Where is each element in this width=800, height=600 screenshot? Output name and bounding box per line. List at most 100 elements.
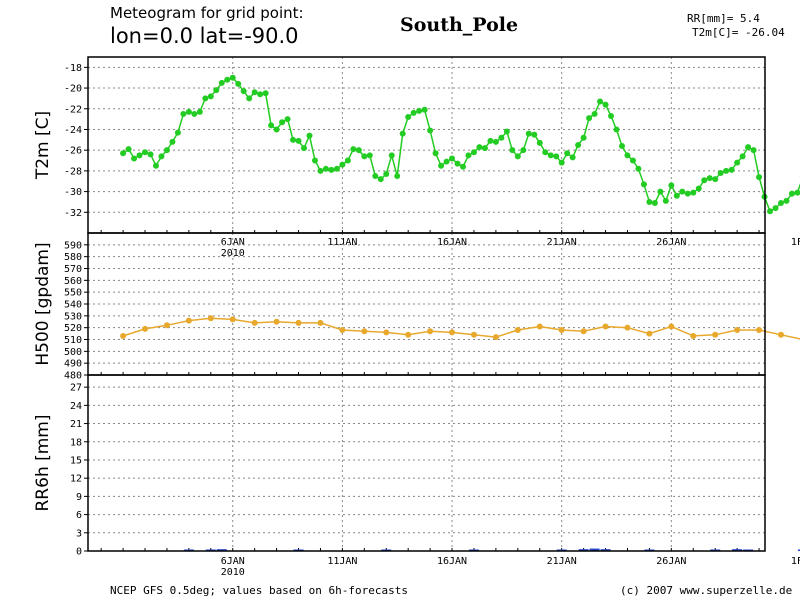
panel-h500-ytick-label: 500	[64, 347, 82, 358]
panel-t2m-data-point	[284, 116, 291, 123]
panel-rr6h-ytick-label: 18	[70, 437, 82, 448]
panel-t2m-data-point	[142, 149, 149, 156]
panel-h500-data-point	[690, 332, 697, 339]
panel-h500-ytick-label: 560	[64, 276, 82, 287]
panel-h500-ytick-label: 510	[64, 335, 82, 346]
panel-t2m-data-point	[251, 89, 258, 96]
panel-h500-data-point	[427, 328, 434, 335]
rr-summary: RR[mm]= 5.4	[687, 12, 760, 25]
panel-h500-data-point	[251, 319, 258, 326]
panel-h500-data-point	[273, 318, 280, 325]
panel-t2m-data-point	[690, 189, 697, 196]
panel-rr6h-date-label: 26JAN	[656, 556, 686, 567]
panel-t2m-data-point	[180, 110, 187, 117]
panel-t2m-data-point	[613, 126, 620, 133]
panel-h500-data-point	[756, 327, 763, 334]
panel-t2m-data-point	[235, 80, 242, 87]
panel-t2m-data-point	[317, 167, 324, 174]
panel-h500-data-point	[142, 325, 149, 332]
panel-h500-data-point	[514, 327, 521, 334]
panel-rr6h-year-label: 2010	[221, 567, 245, 578]
panel-t2m-data-point	[355, 147, 362, 154]
panel-t2m-data-point	[322, 165, 329, 172]
panel-h500-data-point	[339, 327, 346, 334]
panel-t2m-data-point	[257, 91, 264, 98]
panel-rr6h-bar	[600, 549, 611, 551]
panel-t2m-data-point	[147, 151, 154, 158]
location-name: South_Pole	[400, 14, 519, 36]
panel-t2m-data-point	[750, 147, 757, 154]
panel-t2m-data-point	[586, 115, 593, 122]
panel-t2m-data-point	[131, 155, 138, 162]
panel-t2m-data-point	[339, 161, 346, 168]
panel-t2m-data-point	[536, 139, 543, 146]
panel-t2m-data-point	[783, 197, 790, 204]
panel-t2m-data-point	[443, 158, 450, 165]
panel-t2m-data-point	[618, 143, 625, 150]
panel-t2m-data-point	[410, 109, 417, 116]
panel-t2m-data-point	[662, 197, 669, 204]
panel-t2m-data-point	[185, 108, 192, 115]
copyright-note: (c) 2007 www.superzelle.de	[620, 584, 793, 597]
panel-t2m-data-point	[635, 165, 642, 172]
panel-t2m-data-point	[273, 126, 280, 133]
panel-t2m-data-point	[224, 76, 231, 83]
panel-t2m-data-point	[684, 190, 691, 197]
panel-rr6h-ytick-label: 27	[70, 383, 82, 394]
panel-rr6h-ytick-label: 0	[76, 547, 82, 558]
panel-t2m-data-point	[651, 199, 658, 206]
panel-t2m-data-point	[218, 79, 225, 86]
panel-t2m-data-point	[416, 107, 423, 114]
panel-t2m-data-point	[624, 152, 631, 159]
panel-t2m-data-point	[268, 122, 275, 129]
panel-t2m-data-point	[553, 153, 560, 160]
panel-t2m-data-point	[514, 153, 521, 160]
panel-t2m-data-point	[213, 87, 220, 94]
panel-h500-data-point	[492, 334, 499, 341]
panel-t2m-ytick-label: -26	[64, 146, 82, 157]
panel-t2m-data-point	[460, 163, 467, 170]
panel-t2m-date-label: 6JAN	[221, 237, 245, 248]
panel-t2m-data-point	[196, 108, 203, 115]
panel-h500-data-point	[317, 319, 324, 326]
panel-t2m-data-point	[734, 159, 741, 166]
panel-rr6h-ytick-label: 3	[76, 528, 82, 539]
panel-rr6h-ytick-label: 6	[76, 510, 82, 521]
panel-t2m-data-point	[646, 198, 653, 205]
panel-t2m-data-point	[701, 177, 708, 184]
panel-t2m-data-point	[246, 95, 253, 102]
panel-t2m-data-point	[717, 169, 724, 176]
panel-h500-data-point	[405, 331, 412, 338]
panel-rr6h-date-label: 6JAN	[221, 556, 245, 567]
panel-h500-data-point	[668, 323, 675, 330]
panel-t2m-date-label: 21JAN	[547, 237, 577, 248]
panel-t2m-data-point	[772, 205, 779, 212]
panel-t2m-data-point	[520, 147, 527, 154]
panel-t2m-ytick-label: -22	[64, 104, 82, 115]
panel-t2m-data-point	[202, 95, 209, 102]
panel-h500-data-point	[120, 332, 127, 339]
panel-t2m-ytick-label: -18	[64, 63, 82, 74]
panel-t2m-data-point	[361, 153, 368, 160]
panel-t2m-data-point	[745, 144, 752, 151]
panel-t2m-data-point	[569, 154, 576, 161]
panel-rr6h-date-label: 11JAN	[327, 556, 357, 567]
panel-rr6h-date-label: 21JAN	[547, 556, 577, 567]
panel-t2m-data-point	[333, 165, 340, 172]
panel-t2m-data-point	[767, 208, 774, 215]
panel-rr6h-ytick-label: 24	[70, 401, 82, 412]
panel-t2m-data-point	[229, 74, 236, 81]
panel-h500-data-point	[712, 331, 719, 338]
panel-rr6h-bar	[589, 548, 600, 551]
panel-t2m-data-point	[629, 157, 636, 164]
panel-rr6h-ytick-label: 21	[70, 419, 82, 430]
panel-h500-series-line	[122, 317, 800, 340]
panel-t2m-data-point	[657, 188, 664, 195]
panel-t2m-data-point	[383, 170, 390, 177]
panel-t2m-data-point	[394, 173, 401, 180]
panel-rr6h-bar	[732, 549, 743, 551]
panel-t2m-ytick-label: -32	[64, 208, 82, 219]
panel-t2m-data-point	[608, 113, 615, 120]
panel-t2m-data-point	[465, 152, 472, 159]
panel-rr6h-ytick-label: 12	[70, 474, 82, 485]
